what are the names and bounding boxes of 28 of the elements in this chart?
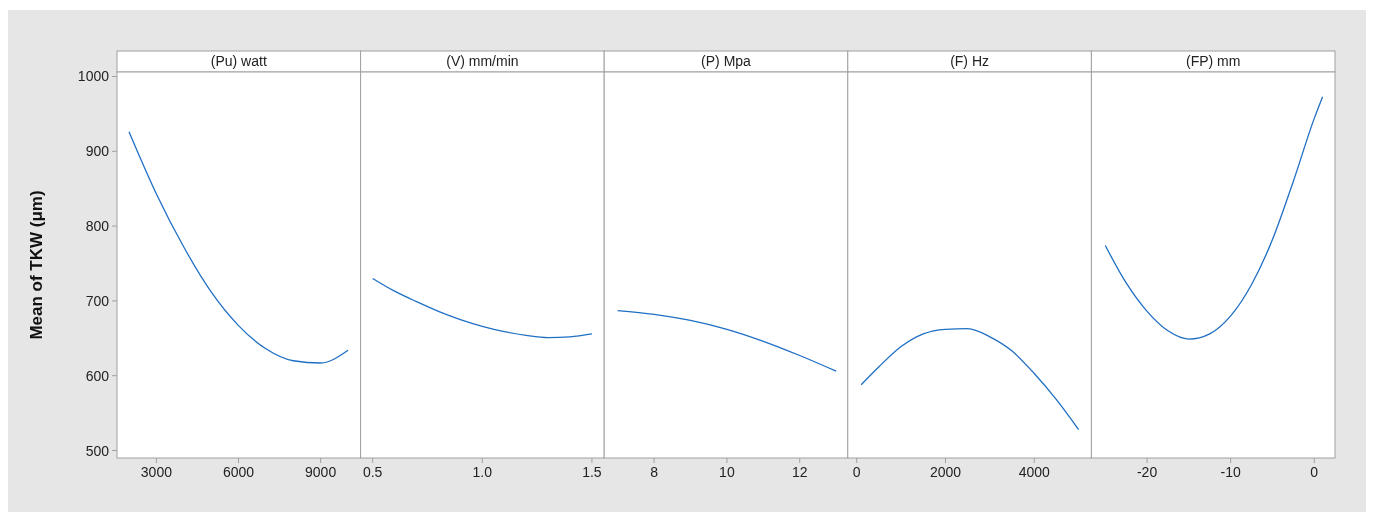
x-tick-label: 10 bbox=[719, 464, 735, 480]
x-tick-label: 1.0 bbox=[472, 464, 493, 480]
y-tick-label: 700 bbox=[85, 292, 110, 309]
x-tick-label: 6000 bbox=[222, 464, 255, 480]
chart-title: (F) Hz bbox=[950, 53, 990, 69]
x-tick-label: 4000 bbox=[1018, 464, 1051, 480]
x-tick-label: 1.5 bbox=[582, 464, 602, 480]
x-tick-label: -20 bbox=[1136, 464, 1158, 480]
y-axis-title: Mean of TKW (μm) bbox=[27, 190, 46, 340]
y-tick-label: 1000 bbox=[77, 68, 110, 85]
chart-title: (P) Mpa bbox=[701, 53, 752, 69]
x-tick-label: 3000 bbox=[140, 464, 173, 480]
chart-title: (Pu) watt bbox=[210, 53, 267, 69]
x-tick-label: 0 bbox=[1310, 464, 1319, 480]
x-tick-label: 8 bbox=[650, 464, 659, 480]
y-tick-label: 500 bbox=[85, 442, 110, 459]
y-tick-label: 600 bbox=[85, 367, 110, 384]
x-tick-label: 0 bbox=[852, 464, 861, 480]
chart-title: (FP) mm bbox=[1185, 53, 1241, 69]
x-tick-label: 9000 bbox=[305, 464, 337, 480]
x-tick-label: -10 bbox=[1220, 464, 1241, 480]
x-tick-label: 2000 bbox=[929, 464, 962, 480]
line-series bbox=[128, 131, 349, 364]
y-tick-label: 900 bbox=[85, 143, 110, 160]
x-tick-label: 12 bbox=[791, 464, 808, 480]
chart-title: (V) mm/min bbox=[446, 53, 519, 69]
x-tick-label: 0.5 bbox=[362, 464, 383, 480]
y-tick-label: 800 bbox=[85, 218, 110, 235]
